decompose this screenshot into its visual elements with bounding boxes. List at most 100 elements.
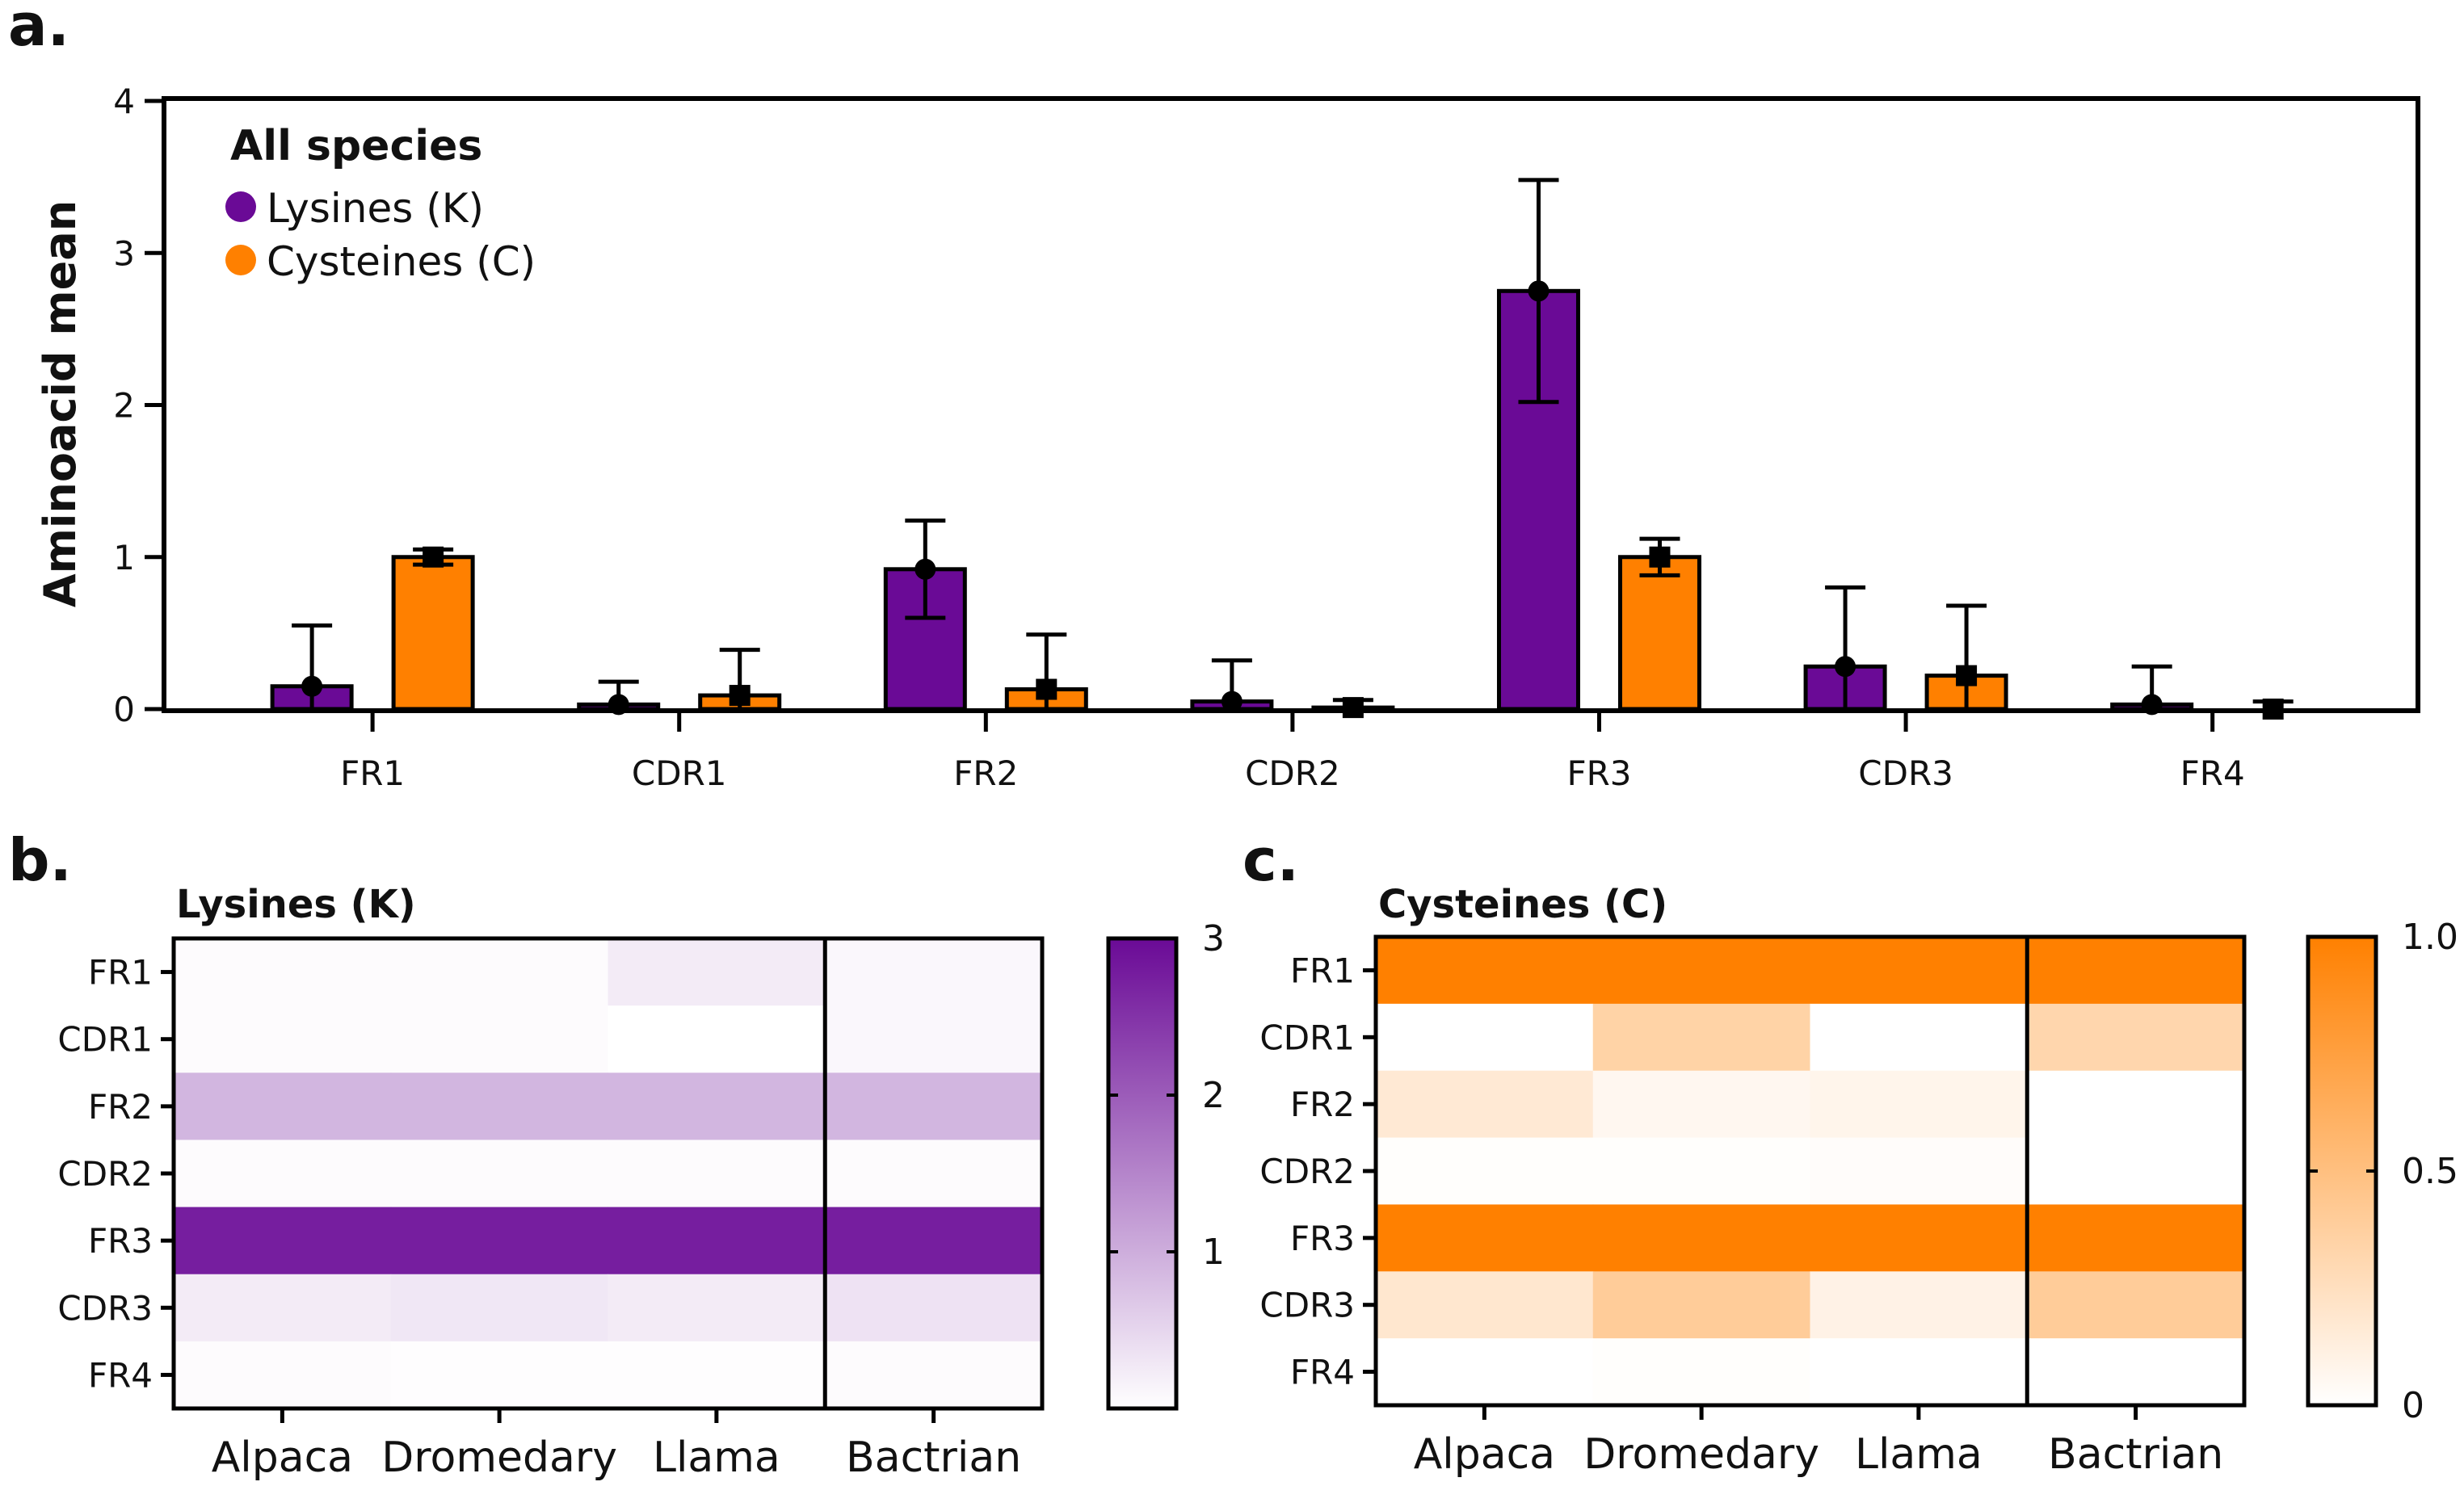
- heatmap-cell: [825, 1073, 1043, 1140]
- colorbar-tick-label: 0: [2402, 1385, 2424, 1426]
- heatmap-cell: [2027, 1204, 2245, 1272]
- mean-point: [1956, 665, 1978, 686]
- heatmap-col-label: Alpaca: [212, 1434, 353, 1482]
- heatmap-cell: [2027, 937, 2245, 1005]
- legend-cysteines-label: Cysteines (C): [267, 238, 536, 285]
- heatmap-cell: [1592, 1137, 1810, 1205]
- heatmap-col-label: Dromedary: [381, 1434, 617, 1482]
- y-tick-label: 4: [113, 82, 135, 121]
- heatmap-row-label: FR4: [1290, 1353, 1355, 1392]
- mean-point: [1342, 697, 1364, 719]
- heatmap-cell: [174, 1207, 392, 1275]
- heatmap-col-label: Bactrian: [846, 1434, 1021, 1482]
- heatmap-row-label: CDR2: [1259, 1152, 1355, 1191]
- heatmap-cell: [608, 938, 826, 1006]
- heatmap-cell: [2027, 1070, 2245, 1139]
- heatmap-cell: [1592, 1271, 1810, 1339]
- heatmap-row-label: FR1: [88, 953, 153, 993]
- bar-cysteines: [1617, 555, 1701, 712]
- heatmap-cell: [1376, 1070, 1594, 1139]
- heatmap-col-label: Alpaca: [1414, 1430, 1555, 1479]
- heatmap-cell: [1810, 1271, 2028, 1339]
- heatmap-lysines: FR1 CDR1 FR2 CDR2 FR3 CDR3 FR4 Alpaca Dromedary L…: [57, 918, 1225, 1482]
- x-tick-label: FR2: [953, 753, 1018, 793]
- heatmap-cell: [825, 1140, 1043, 1208]
- colorbar-tick-label: 0.5: [2402, 1151, 2458, 1192]
- heatmap-row-label: FR2: [1290, 1085, 1355, 1124]
- mean-point: [301, 675, 323, 697]
- heatmap-cell: [1376, 1338, 1594, 1406]
- panel-c-label: c.: [1243, 826, 1299, 894]
- mean-point: [1036, 678, 1058, 700]
- heatmap-cell: [390, 1274, 608, 1342]
- heatmap-cysteines: FR1 CDR1 FR2 CDR2 FR3 CDR3 FR4 Alpaca Dromedary L…: [1259, 917, 2458, 1479]
- x-tick-label: CDR3: [1858, 753, 1953, 793]
- mean-point: [1649, 546, 1671, 568]
- bar-cysteines: [391, 555, 475, 712]
- heatmap-col-label: Bactrian: [2048, 1430, 2223, 1479]
- heatmap-k-title: Lysines (K): [176, 882, 416, 927]
- heatmap-cell: [390, 1341, 608, 1409]
- heatmap-cell: [390, 1073, 608, 1140]
- x-tick-label: CDR1: [632, 753, 727, 793]
- heatmap-col-label: Llama: [1855, 1430, 1983, 1479]
- y-tick-label: 1: [113, 538, 135, 577]
- heatmap-cell: [608, 1274, 826, 1342]
- panel-a-label: a.: [8, 0, 69, 59]
- heatmap-cell: [608, 1207, 826, 1275]
- heatmap-cell: [390, 938, 608, 1006]
- mean-point: [1528, 280, 1549, 302]
- heatmap-cell: [390, 1207, 608, 1275]
- heatmap-row-label: CDR3: [1259, 1286, 1355, 1325]
- y-tick-label: 3: [113, 233, 135, 273]
- colorbar-tick-label: 3: [1202, 918, 1225, 959]
- heatmap-cell: [1810, 1070, 2028, 1139]
- heatmap-cell: [1810, 1338, 2028, 1406]
- y-axis-label: Aminoacid mean: [35, 200, 86, 607]
- heatmap-cell: [608, 1341, 826, 1409]
- heatmap-cell: [825, 938, 1043, 1006]
- heatmap-row-label: CDR1: [57, 1020, 153, 1060]
- heatmap-cell: [1810, 1003, 2028, 1072]
- panel-b-label: b.: [8, 826, 72, 894]
- heatmap-cell: [174, 1274, 392, 1342]
- heatmap-cell: [2027, 1003, 2245, 1072]
- heatmap-row-label: FR1: [1290, 951, 1355, 990]
- mean-point: [1221, 691, 1243, 712]
- colorbar-tick-label: 1: [1202, 1232, 1225, 1273]
- heatmap-cell: [174, 1140, 392, 1208]
- heatmap-row-label: CDR2: [57, 1154, 153, 1194]
- heatmap-row-label: FR2: [88, 1087, 153, 1127]
- heatmap-row-label: FR4: [88, 1355, 153, 1395]
- colorbar-tick-label: 1.0: [2402, 917, 2458, 958]
- heatmap-row-label: CDR1: [1259, 1018, 1355, 1057]
- mean-point: [423, 546, 444, 568]
- heatmap-cell: [174, 1005, 392, 1073]
- heatmap-row-label: CDR3: [57, 1288, 153, 1328]
- heatmap-cell: [825, 1207, 1043, 1275]
- heatmap-cell: [608, 1073, 826, 1140]
- heatmap-cell: [1810, 1137, 2028, 1205]
- mean-point: [729, 685, 751, 707]
- x-tick-label: FR1: [340, 753, 405, 793]
- heatmap-cell: [1592, 1070, 1810, 1139]
- heatmap-cell: [1592, 1338, 1810, 1406]
- heatmap-row-label: FR3: [88, 1221, 153, 1261]
- colorbar: [2306, 934, 2378, 1408]
- heatmap-c-title: Cysteines (C): [1378, 882, 1667, 927]
- heatmap-cell: [2027, 1338, 2245, 1406]
- heatmap-cell: [1592, 1204, 1810, 1272]
- heatmap-cell: [825, 1341, 1043, 1409]
- x-tick-label: FR4: [2180, 753, 2245, 793]
- mean-point: [915, 558, 936, 580]
- heatmap-cell: [1810, 1204, 2028, 1272]
- heatmap-cell: [825, 1005, 1043, 1073]
- heatmap-cell: [2027, 1271, 2245, 1339]
- heatmap-cell: [174, 938, 392, 1006]
- y-tick-label: 2: [113, 386, 135, 426]
- heatmap-cell: [608, 1005, 826, 1073]
- heatmap-cell: [1592, 937, 1810, 1005]
- heatmap-cell: [390, 1140, 608, 1208]
- legend-title: All species: [230, 122, 482, 170]
